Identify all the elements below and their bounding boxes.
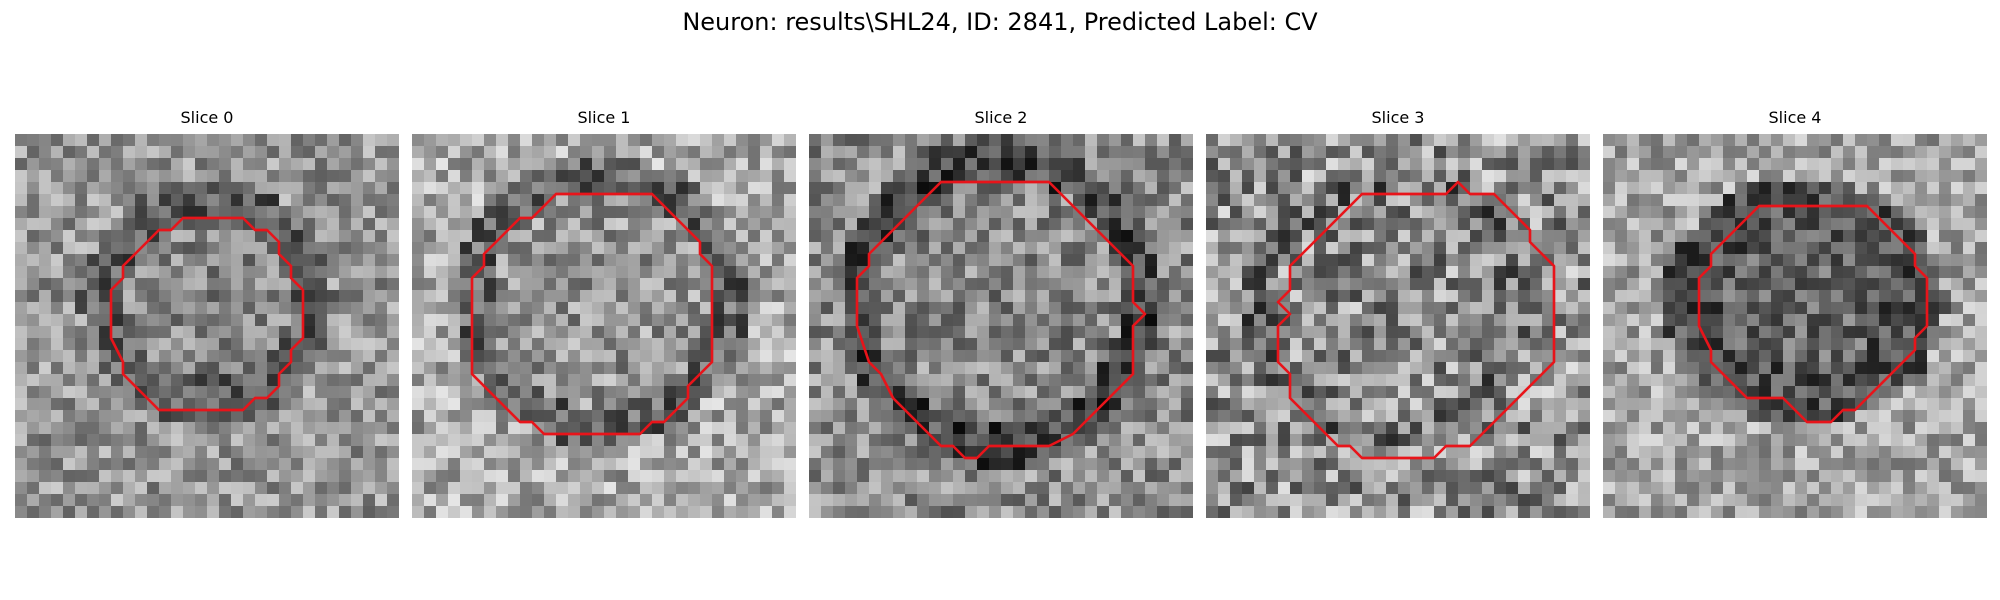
- slice-image-1: [412, 134, 796, 518]
- slice-title-0: Slice 0: [180, 108, 234, 127]
- slice-image-2: [809, 134, 1193, 518]
- contour-outline: [470, 192, 714, 436]
- pixel-grid: [1206, 134, 1590, 518]
- slice-title-3: Slice 3: [1371, 108, 1425, 127]
- pixel-grid: [15, 134, 399, 518]
- contour-outline: [1697, 204, 1929, 424]
- slice-title-2: Slice 2: [974, 108, 1028, 127]
- figure-title: Neuron: results\SHL24, ID: 2841, Predict…: [682, 8, 1318, 36]
- contour-outline: [855, 180, 1147, 460]
- pixel-grid: [809, 134, 1193, 518]
- slice-title-1: Slice 1: [577, 108, 631, 127]
- slice-image-3: [1206, 134, 1590, 518]
- contour-outline: [109, 216, 305, 412]
- slice-image-4: [1603, 134, 1987, 518]
- pixel-grid: [412, 134, 796, 518]
- contour-outline: [1276, 180, 1556, 460]
- slice-title-4: Slice 4: [1768, 108, 1822, 127]
- pixel-grid: [1603, 134, 1987, 518]
- slice-image-0: [15, 134, 399, 518]
